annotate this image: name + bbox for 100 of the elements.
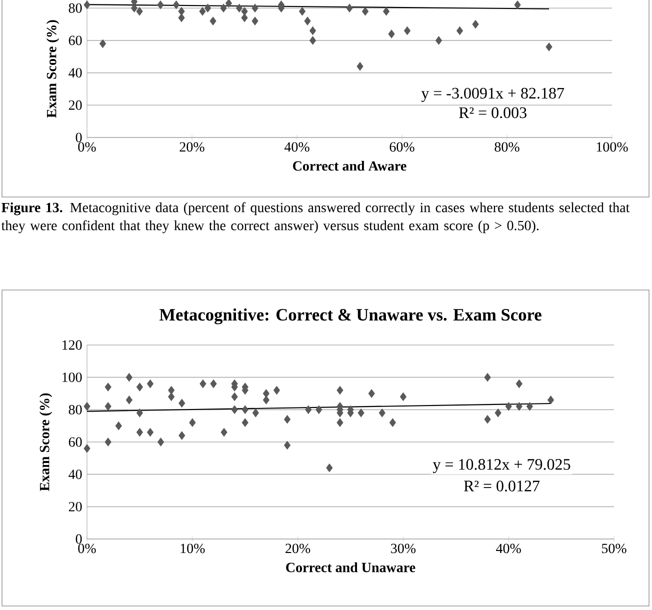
y-tick-label: 100 [62,372,82,382]
x-tick-label: 20% [180,142,204,152]
point [241,14,248,22]
point [389,418,396,427]
point [336,418,344,427]
point [84,444,90,453]
annotation: y = 10.812x + 79.025 [432,459,570,474]
point [368,389,375,398]
point [172,0,180,10]
point [104,438,112,446]
point [199,7,206,16]
point [136,408,143,418]
point [104,402,112,411]
y-tick-label: 60 [68,36,82,46]
point [494,408,502,418]
y-tick-label: 20 [68,502,82,512]
point [378,408,386,418]
point [178,398,186,408]
point [346,4,353,12]
x-axis-title: Correct and Unaware [286,562,416,572]
point [210,380,217,388]
point [126,373,132,382]
y-tick-label: 80 [68,404,82,414]
point [231,392,238,401]
point [484,373,491,382]
point [99,39,106,48]
point [158,438,164,446]
point [284,415,291,424]
point [516,402,522,411]
point [252,16,258,26]
point [336,386,344,395]
point [546,42,552,52]
point [210,16,216,26]
point [309,36,316,45]
point [178,431,186,440]
point [526,402,533,411]
y-tick-label: 0 [76,534,82,544]
point [157,0,164,10]
point [505,402,512,411]
point [362,7,369,16]
point [136,7,143,16]
point [231,405,238,414]
point [225,0,232,8]
annotation: R² = 0.0127 [464,480,540,492]
point [472,20,479,29]
point [456,26,464,36]
y-tick-label: 20 [68,100,82,110]
x-tick-label: 40% [284,142,310,152]
point [298,7,306,16]
x-tick-label: 80% [494,142,520,152]
point [358,408,364,418]
point [309,26,316,36]
point [400,392,406,401]
point [200,380,206,388]
y-tick-label: 40 [68,68,82,78]
text: Figure 13. Metacognitive data (percent of questions answered correctly in cases where students selected that they were confident that they knew the correct answer) versus student exam score (p > 0.50). [1,202,630,234]
point [136,382,143,392]
point [284,440,291,450]
x-tick-label: 100% [596,142,628,152]
point [130,4,138,12]
point [146,380,154,388]
point [220,4,227,12]
point [514,0,521,10]
y-tick-label: 80 [68,3,82,13]
y-axis-title: Exam Score (%) [46,20,60,118]
point [115,422,122,430]
point [146,428,154,437]
point [548,396,554,404]
point [242,405,248,414]
point [189,418,196,427]
x-tick-label: 40% [496,544,521,554]
point [252,408,259,418]
y-tick-label: 120 [62,340,82,350]
point [356,62,364,71]
x-tick-label: 50% [602,544,626,554]
point [252,4,258,12]
point [204,4,212,12]
point [516,380,522,388]
point [262,389,270,398]
x-tick-label: 30% [391,544,416,554]
y-tick-label: 60 [68,437,82,447]
x-tick-label: 60% [390,142,414,152]
x-tick-label: 0% [78,142,96,152]
annotation: R² = 0.003 [459,107,526,118]
point [304,16,311,26]
point [388,30,395,38]
chart-title: Metacognitive: Correct & Unaware vs. Exam Score [159,308,542,324]
x-tick-label: 10% [180,544,205,554]
point [84,402,90,411]
point [404,26,411,36]
y-axis-title: Exam Score (%) [39,393,52,492]
annotation: y = -3.0091x + 82.187 [421,88,564,102]
point [126,396,132,404]
point [484,415,491,424]
point [382,7,390,16]
point [104,382,112,392]
point [242,418,248,427]
point [236,4,243,12]
point [305,405,312,414]
point [435,36,442,45]
